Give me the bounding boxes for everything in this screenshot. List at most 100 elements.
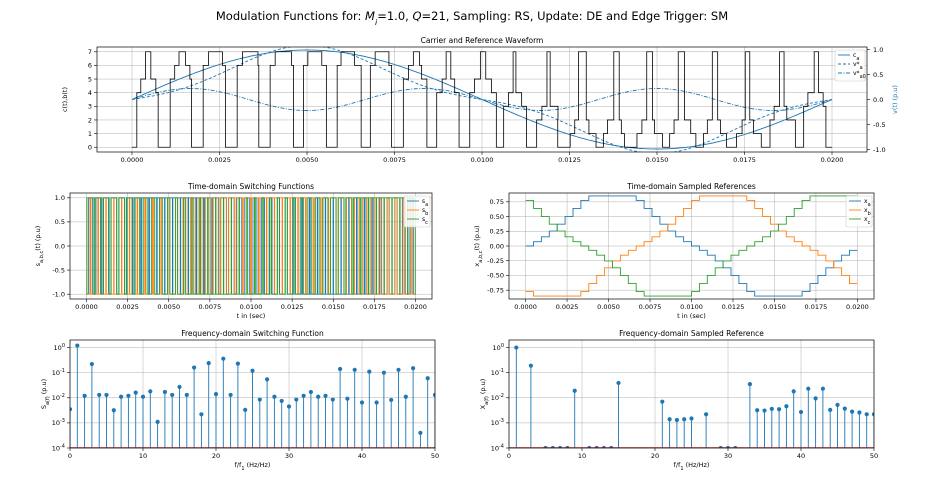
axes-frame [508, 339, 875, 449]
y-tick-label: 0.75 [490, 198, 504, 206]
stem-marker [70, 407, 73, 412]
plot-area [525, 195, 858, 297]
stem-marker [762, 408, 767, 413]
x-tick-label: 0.0150 [763, 303, 786, 311]
series-va0-star [131, 88, 833, 111]
y-tick-label: 10-1 [491, 368, 504, 377]
x-tick-label: 0.0100 [471, 156, 494, 164]
stem-marker [155, 419, 160, 424]
stem-marker [528, 363, 534, 368]
panel-ref_spectrum: 0 10 20 30 40 50 10-4 10-3 10-2 10-1 100 Frequency-… [479, 329, 878, 472]
axes-frame [96, 46, 868, 153]
stem-marker [345, 396, 350, 401]
x-tick-label: 0.0175 [805, 303, 828, 311]
stem-marker [119, 394, 124, 399]
stem-marker [367, 369, 372, 374]
stem-marker [425, 376, 430, 381]
legend-entry: v*a0 [853, 70, 866, 80]
y-tick-label: 10-4 [52, 443, 65, 452]
legend-entry: xa [864, 198, 871, 208]
x-tick-label: 30 [285, 452, 293, 460]
x-tick-label: 0.0150 [322, 303, 345, 311]
stem-marker [243, 407, 248, 412]
axes-title: Time-domain Switching Functions [187, 182, 314, 191]
stem-marker [192, 365, 197, 370]
panel-sw_spectrum: 0 10 20 30 40 50 10-4 10-3 10-2 10-1 100 Frequency-… [40, 329, 439, 472]
stem-marker [682, 417, 687, 422]
legend-entry: sa [422, 198, 428, 208]
axes-title: Carrier and Reference Waveform [421, 36, 544, 45]
y-tick-label: 1.0 [55, 194, 65, 202]
x-tick-label: 0.0100 [240, 303, 263, 311]
stem-marker [323, 393, 328, 398]
legend-entry: sb [422, 207, 428, 217]
x-tick-label: 0.0075 [198, 303, 221, 311]
x-tick-label: 0.0175 [733, 156, 756, 164]
y-right-tick-label: 0.5 [873, 71, 883, 79]
stem-marker [316, 394, 321, 399]
stem-marker [177, 384, 182, 390]
y-tick-label: 0.5 [55, 218, 65, 226]
stem-marker [338, 366, 343, 372]
panel-switching: 0.0000 0.0025 0.0050 0.0075 0.0100 0.0125 0.01… [34, 182, 433, 320]
axes-title: Frequency-domain Sampled Reference [619, 329, 764, 338]
x-tick-label: 0.0000 [75, 303, 98, 311]
x-tick-label: 0.0025 [208, 156, 231, 164]
x-tick-label: 0.0050 [157, 303, 180, 311]
stem-marker [265, 377, 270, 382]
x-tick-label: 0.0200 [846, 303, 869, 311]
stem-marker [667, 417, 672, 422]
stem-marker [301, 393, 306, 398]
y-tick-label: 0.00 [490, 242, 504, 250]
x-tick-label: 0.0200 [821, 156, 844, 164]
y-right-tick-label: -1.0 [873, 146, 886, 154]
x-tick-label: 0.0175 [363, 303, 386, 311]
y-axis-label: Sa(f) (p.u) [40, 379, 51, 409]
y-tick-label: 10-4 [491, 443, 504, 452]
x-tick-label: 50 [870, 452, 878, 460]
stem-marker [396, 367, 401, 372]
stem-marker [828, 407, 833, 412]
y-axis-label: c(t),b(t) [61, 87, 69, 112]
y-tick-label: 0.25 [490, 228, 504, 236]
stem-marker [330, 397, 335, 402]
x-tick-label: 0.0125 [281, 303, 304, 311]
y-tick-label: 4 [88, 89, 92, 97]
stem-marker [660, 399, 665, 404]
x-tick-label: 50 [431, 452, 439, 460]
x-tick-label: 40 [797, 452, 805, 460]
panel-carrier: 0.0000 0.0025 0.0050 0.0075 0.0100 0.0125 0.01… [61, 36, 899, 164]
stem-marker [864, 412, 869, 417]
x-tick-label: 0.0075 [383, 156, 406, 164]
x-axis-label: f/f1 (Hz/Hz) [235, 461, 271, 472]
y-right-tick-label: -0.5 [873, 121, 886, 129]
series-x_b [525, 195, 858, 297]
x-tick-label: 0.0025 [116, 303, 139, 311]
legend-entry: sc [422, 216, 428, 226]
x-tick-label: 0.0025 [556, 303, 579, 311]
y-tick-label: -0.25 [487, 257, 504, 265]
y-tick-label: 3 [88, 103, 92, 111]
x-axis-label: f/f1 (Hz/Hz) [674, 461, 710, 472]
stem-marker [97, 392, 102, 398]
y-axis-label: Xa(f) (p.u) [479, 379, 490, 410]
y-right-tick-label: 1.0 [873, 46, 883, 54]
stem-marker [199, 412, 204, 417]
stem-marker [850, 409, 855, 414]
y-tick-label: 10-2 [491, 393, 504, 402]
stem-marker [572, 388, 577, 393]
stem-marker [82, 393, 87, 398]
y-tick-label: 0.50 [490, 213, 504, 221]
stem-marker [111, 408, 116, 413]
stem-marker [162, 389, 167, 395]
stem-marker [777, 407, 782, 412]
stem-marker [352, 367, 357, 372]
legend-entry: ca [853, 52, 859, 62]
stem-marker [126, 393, 131, 398]
x-tick-label: 20 [651, 452, 659, 460]
stem-marker [213, 392, 219, 397]
y-tick-label: -1.0 [52, 290, 65, 298]
plot-area [131, 47, 833, 152]
stem-marker [798, 409, 804, 415]
